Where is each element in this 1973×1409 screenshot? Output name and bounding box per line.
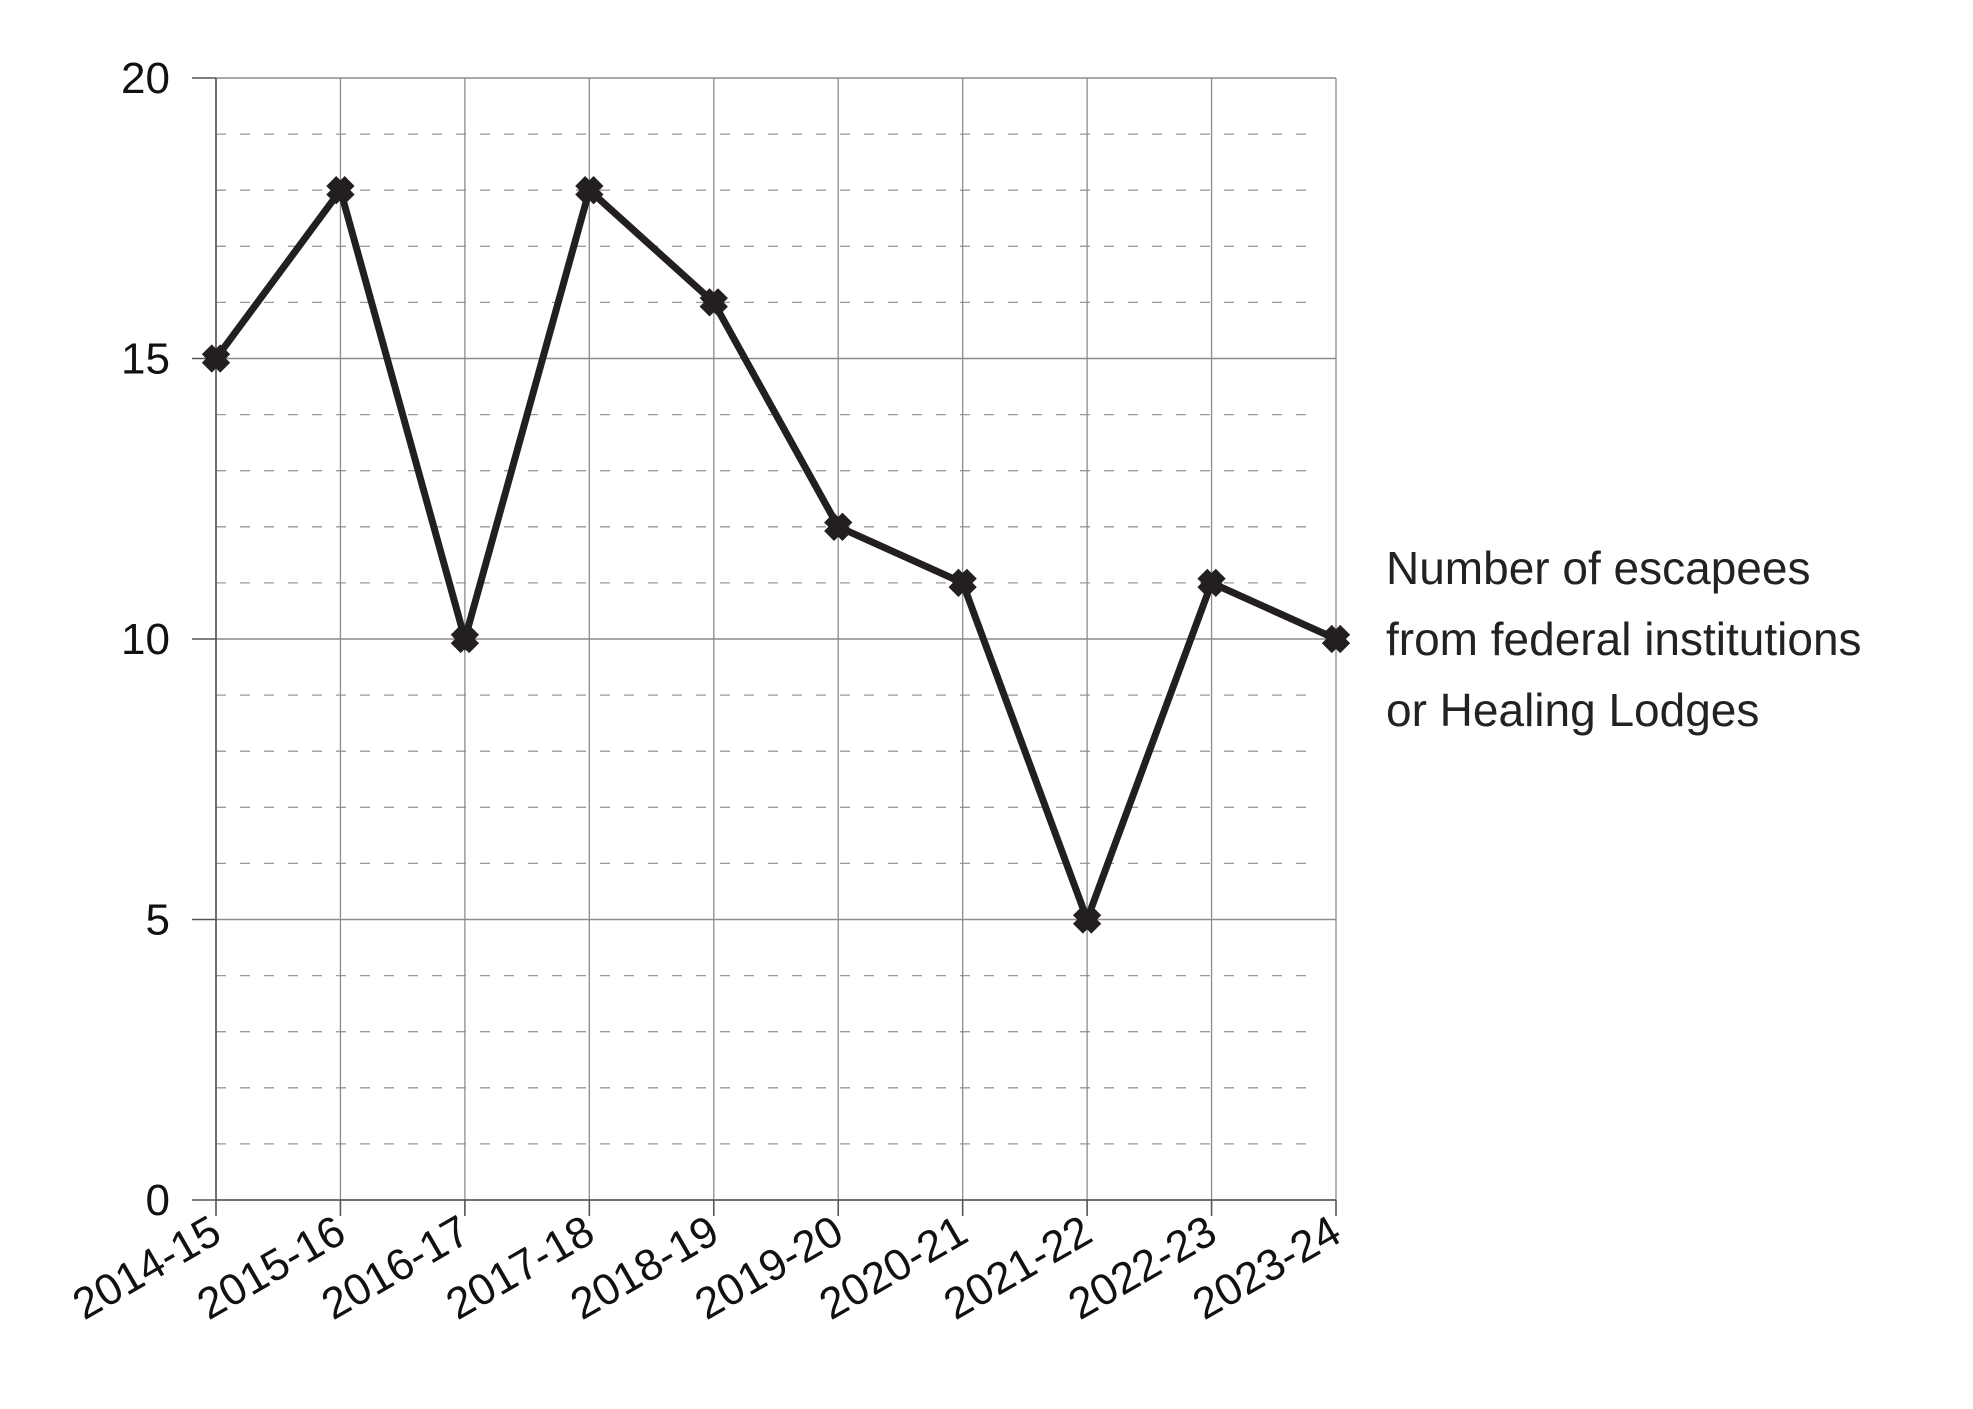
grid bbox=[215, 77, 1337, 1201]
series-line bbox=[212, 182, 1340, 930]
series-label-line: from federal institutions bbox=[1386, 613, 1862, 665]
data-point-marker bbox=[1072, 905, 1102, 934]
axes bbox=[192, 77, 1337, 1216]
data-point-marker bbox=[201, 344, 231, 373]
data-point-marker bbox=[326, 176, 355, 205]
data-point-marker bbox=[1197, 568, 1226, 598]
y-tick-label: 15 bbox=[121, 335, 170, 384]
y-tick-label: 20 bbox=[121, 54, 170, 103]
y-tick-label: 5 bbox=[146, 896, 170, 945]
series-label-line: or Healing Lodges bbox=[1386, 684, 1759, 736]
data-point-marker bbox=[699, 288, 728, 317]
y-tick-label: 0 bbox=[146, 1176, 170, 1225]
data-point-marker bbox=[1321, 624, 1351, 654]
series bbox=[201, 176, 1351, 934]
y-tick-label: 10 bbox=[121, 615, 170, 664]
data-point-marker bbox=[450, 624, 480, 654]
data-point-marker bbox=[575, 176, 604, 205]
series-label-line: Number of escapees bbox=[1386, 542, 1810, 594]
data-point-marker bbox=[948, 568, 977, 598]
data-point-marker bbox=[824, 512, 853, 541]
